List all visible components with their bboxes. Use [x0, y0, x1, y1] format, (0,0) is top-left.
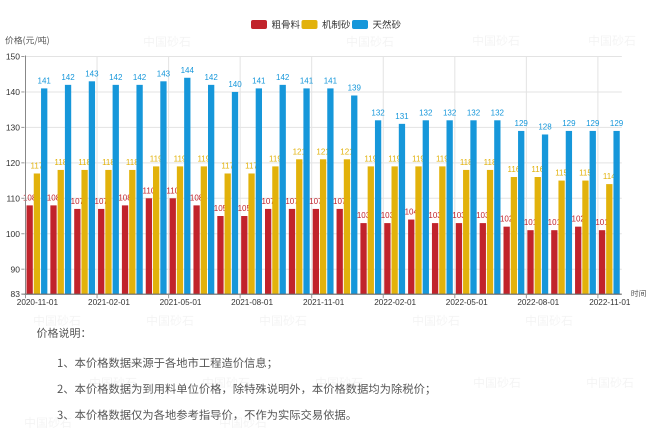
svg-text:110: 110	[166, 186, 179, 195]
svg-text:2021-11-01: 2021-11-01	[303, 298, 345, 307]
svg-text:105: 105	[238, 204, 252, 213]
svg-text:108: 108	[23, 193, 37, 202]
svg-text:103: 103	[452, 211, 466, 220]
svg-text:107: 107	[285, 197, 299, 206]
svg-text:110: 110	[6, 193, 20, 203]
svg-text:119: 119	[388, 154, 401, 163]
svg-text:140: 140	[228, 80, 242, 89]
svg-text:119: 119	[174, 154, 187, 163]
svg-text:107: 107	[261, 197, 275, 206]
svg-text:119: 119	[197, 154, 210, 163]
svg-text:118: 118	[460, 158, 473, 167]
svg-text:100: 100	[6, 229, 20, 239]
svg-text:118: 118	[54, 158, 67, 167]
svg-text:142: 142	[109, 73, 123, 82]
svg-text:119: 119	[364, 154, 377, 163]
svg-text:119: 119	[269, 154, 282, 163]
svg-text:119: 119	[436, 154, 449, 163]
svg-text:141: 141	[324, 76, 338, 85]
svg-text:2021-05-01: 2021-05-01	[160, 298, 202, 307]
svg-text:142: 142	[204, 73, 218, 82]
svg-text:107: 107	[95, 197, 109, 206]
svg-text:2022-11-01: 2022-11-01	[589, 298, 631, 307]
svg-text:128: 128	[538, 122, 552, 131]
svg-text:2022-08-01: 2022-08-01	[517, 298, 559, 307]
svg-text:131: 131	[395, 112, 409, 121]
svg-text:144: 144	[181, 66, 195, 75]
svg-text:129: 129	[610, 119, 624, 128]
svg-text:132: 132	[443, 108, 457, 117]
svg-text:129: 129	[515, 119, 529, 128]
svg-text:120: 120	[6, 158, 20, 168]
svg-text:115: 115	[555, 169, 568, 178]
svg-text:117: 117	[31, 161, 44, 170]
svg-text:140: 140	[6, 87, 20, 97]
svg-text:104: 104	[405, 208, 419, 217]
svg-text:116: 116	[531, 165, 544, 174]
svg-text:101: 101	[524, 218, 538, 227]
svg-text:108: 108	[118, 193, 132, 202]
svg-text:101: 101	[595, 218, 609, 227]
svg-text:129: 129	[586, 119, 600, 128]
svg-text:142: 142	[133, 73, 147, 82]
svg-text:139: 139	[348, 83, 362, 92]
svg-text:101: 101	[548, 218, 562, 227]
svg-text:119: 119	[412, 154, 425, 163]
svg-text:118: 118	[484, 158, 497, 167]
svg-text:119: 119	[150, 154, 163, 163]
svg-text:143: 143	[85, 69, 99, 78]
svg-text:117: 117	[221, 161, 234, 170]
svg-text:102: 102	[572, 215, 586, 224]
svg-text:150: 150	[6, 52, 20, 62]
svg-text:115: 115	[579, 169, 592, 178]
svg-text:141: 141	[252, 76, 266, 85]
svg-text:132: 132	[371, 108, 385, 117]
svg-text:90: 90	[11, 264, 21, 274]
svg-text:102: 102	[500, 215, 514, 224]
svg-text:110: 110	[143, 186, 156, 195]
svg-text:103: 103	[381, 211, 395, 220]
svg-text:117: 117	[245, 161, 258, 170]
svg-text:141: 141	[38, 76, 52, 85]
svg-text:118: 118	[78, 158, 91, 167]
svg-text:121: 121	[316, 147, 330, 156]
svg-text:107: 107	[333, 197, 347, 206]
svg-text:142: 142	[61, 73, 75, 82]
svg-text:103: 103	[357, 211, 371, 220]
svg-text:118: 118	[126, 158, 139, 167]
svg-text:143: 143	[157, 69, 171, 78]
svg-text:107: 107	[71, 197, 85, 206]
svg-text:2022-02-01: 2022-02-01	[374, 298, 416, 307]
svg-text:121: 121	[293, 147, 307, 156]
svg-text:118: 118	[102, 158, 115, 167]
svg-text:132: 132	[467, 108, 481, 117]
svg-text:2021-08-01: 2021-08-01	[231, 298, 273, 307]
svg-text:132: 132	[491, 108, 505, 117]
svg-text:132: 132	[419, 108, 433, 117]
svg-text:2021-02-01: 2021-02-01	[88, 298, 130, 307]
svg-text:107: 107	[309, 197, 323, 206]
svg-text:108: 108	[190, 193, 204, 202]
svg-text:114: 114	[603, 172, 616, 181]
svg-text:83: 83	[11, 289, 21, 299]
svg-text:116: 116	[508, 165, 521, 174]
svg-text:142: 142	[276, 73, 290, 82]
svg-text:108: 108	[47, 193, 61, 202]
svg-text:2022-05-01: 2022-05-01	[446, 298, 488, 307]
svg-text:103: 103	[428, 211, 442, 220]
svg-text:103: 103	[476, 211, 490, 220]
svg-text:130: 130	[6, 122, 20, 132]
svg-text:129: 129	[562, 119, 576, 128]
svg-text:141: 141	[300, 76, 314, 85]
svg-text:121: 121	[340, 147, 354, 156]
svg-text:2020-11-01: 2020-11-01	[17, 298, 59, 307]
svg-text:105: 105	[214, 204, 228, 213]
